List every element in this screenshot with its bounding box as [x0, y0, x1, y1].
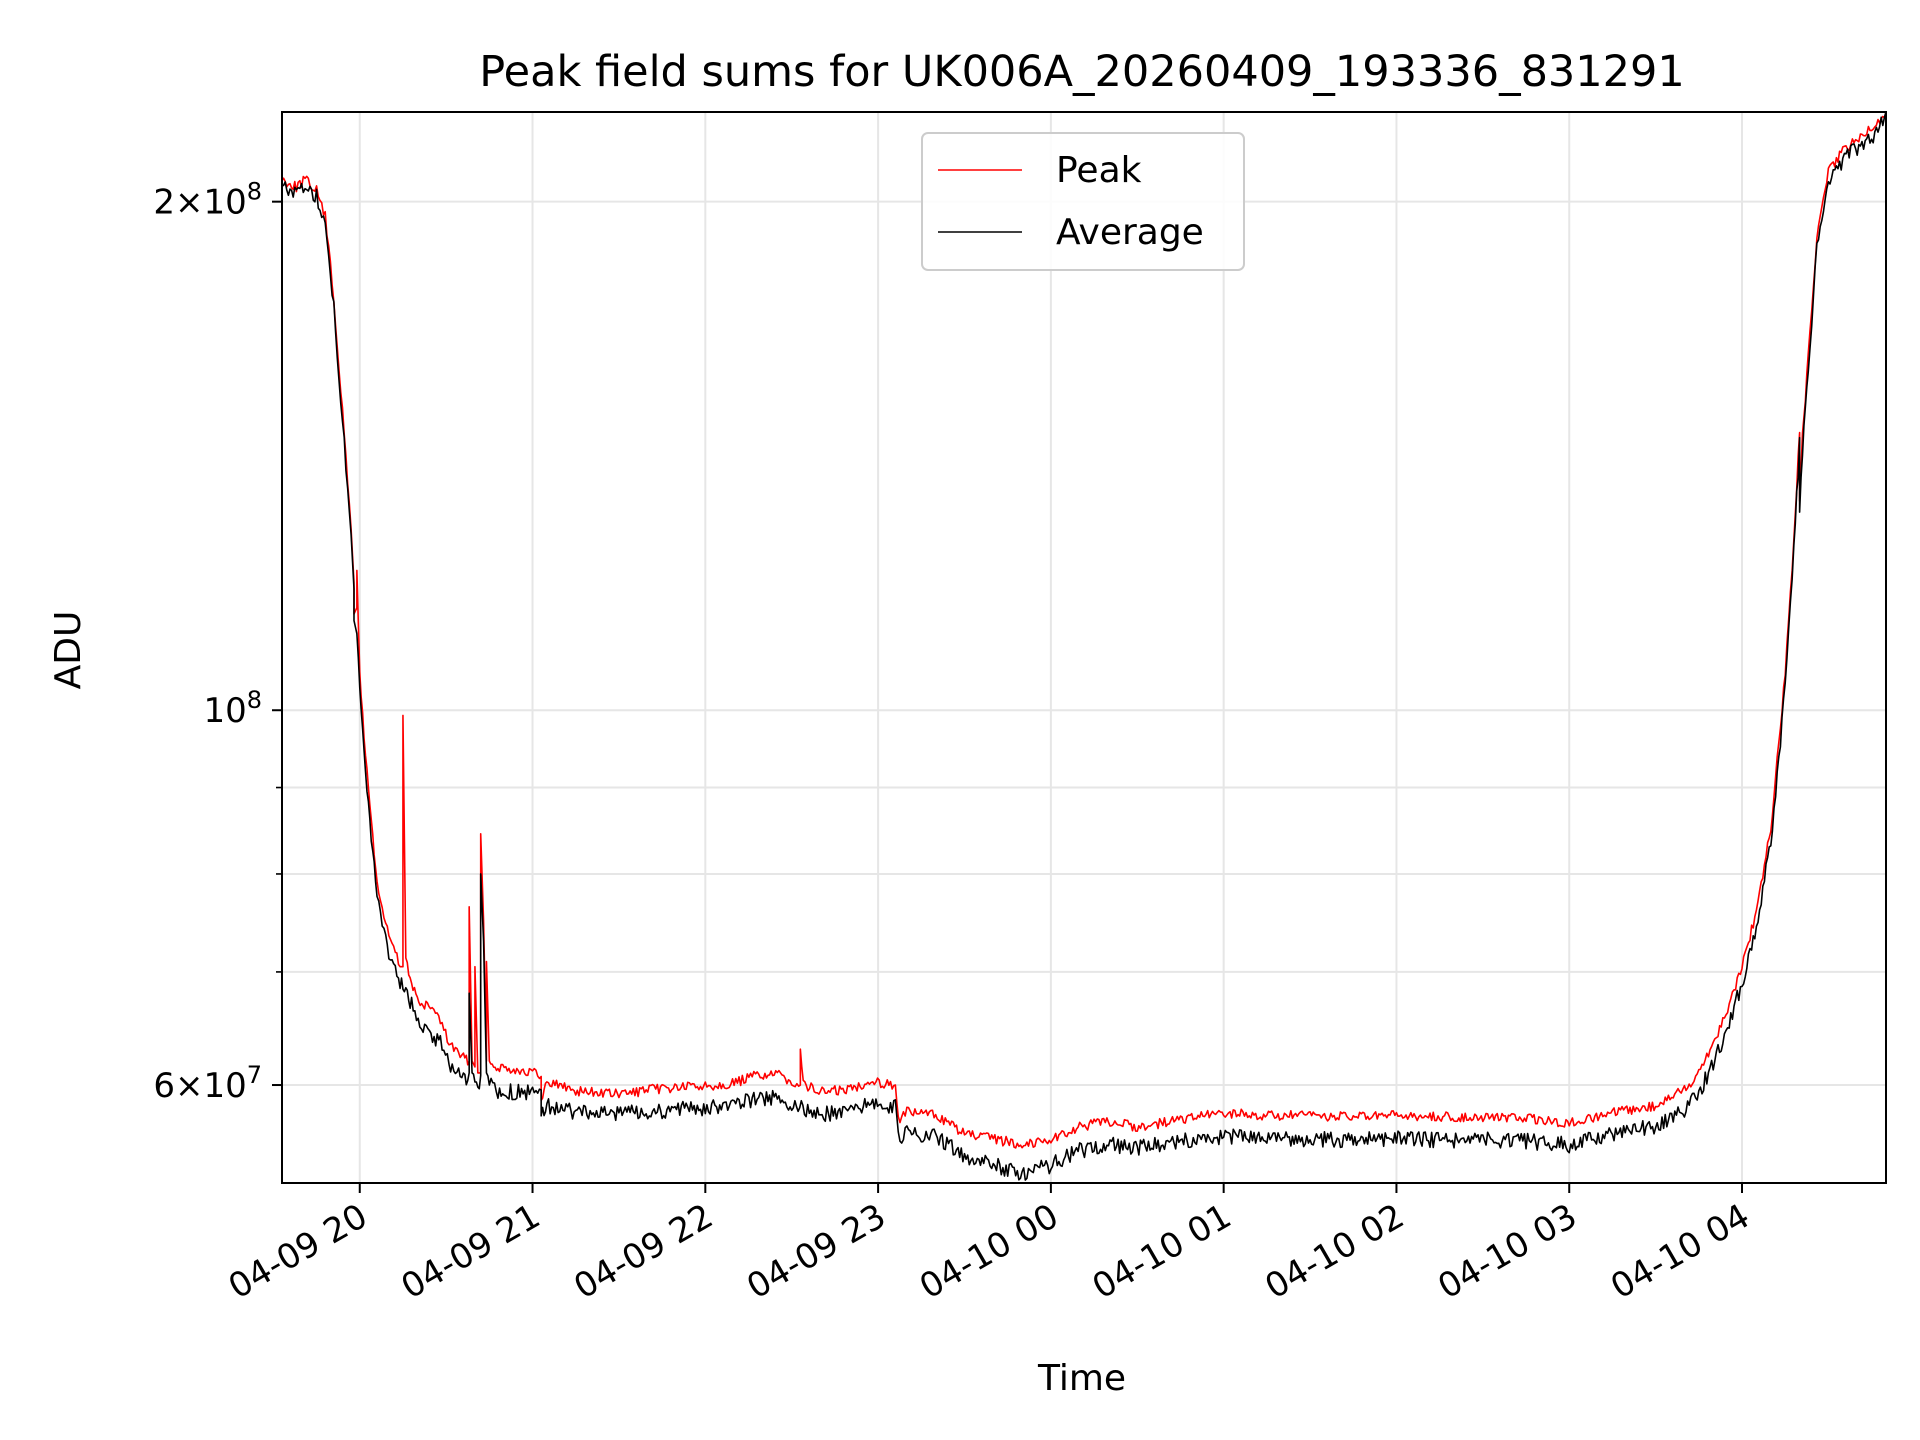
legend-label-peak: Peak	[1056, 150, 1142, 191]
plot-frame	[281, 111, 1887, 1184]
y-axis-title: ADU	[48, 611, 89, 690]
series-layer	[282, 112, 1886, 1181]
y-tick-label: 108	[203, 686, 262, 731]
series-line-peak	[282, 112, 1886, 1149]
grid	[282, 112, 1886, 1183]
legend-label-average: Average	[1056, 212, 1204, 253]
chart-title: Peak field sums for UK006A_20260409_1933…	[479, 47, 1684, 97]
series-line-average	[282, 112, 1886, 1181]
legend-box	[921, 132, 1245, 271]
legend: Peak Average	[921, 132, 1245, 271]
y-tick-label: 6×107	[153, 1061, 262, 1106]
x-axis-title: Time	[1037, 1358, 1126, 1399]
y-tick-label: 2×108	[153, 178, 262, 223]
